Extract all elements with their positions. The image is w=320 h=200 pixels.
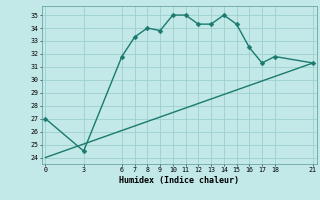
X-axis label: Humidex (Indice chaleur): Humidex (Indice chaleur) bbox=[119, 176, 239, 185]
